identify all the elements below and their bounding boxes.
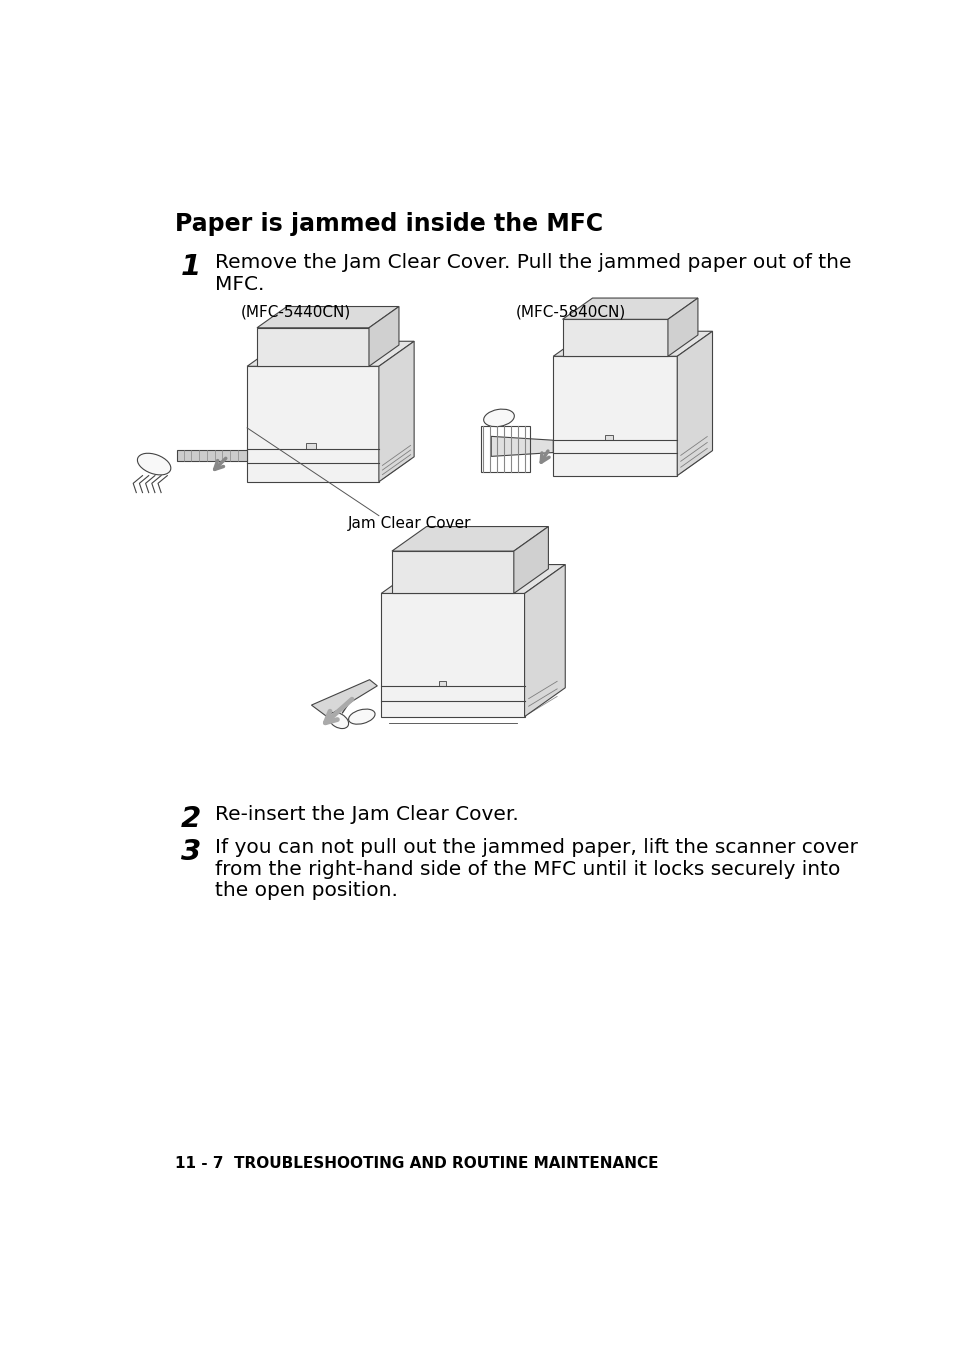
Polygon shape	[553, 357, 677, 476]
Polygon shape	[381, 594, 524, 717]
Polygon shape	[177, 450, 247, 461]
Polygon shape	[247, 341, 414, 366]
Polygon shape	[524, 565, 565, 717]
Polygon shape	[667, 297, 698, 357]
Text: 3: 3	[181, 838, 201, 867]
Polygon shape	[247, 366, 378, 481]
Text: (MFC-5840CN): (MFC-5840CN)	[516, 304, 625, 319]
Polygon shape	[256, 327, 369, 366]
Text: 2: 2	[181, 806, 201, 833]
Ellipse shape	[328, 713, 348, 729]
Ellipse shape	[348, 708, 375, 725]
Bar	[306, 442, 315, 449]
Polygon shape	[381, 565, 565, 594]
Text: 11 - 7  TROUBLESHOOTING AND ROUTINE MAINTENANCE: 11 - 7 TROUBLESHOOTING AND ROUTINE MAINT…	[174, 1156, 658, 1171]
Polygon shape	[514, 526, 548, 594]
Text: from the right-hand side of the MFC until it locks securely into: from the right-hand side of the MFC unti…	[215, 860, 840, 879]
Polygon shape	[392, 552, 514, 594]
Ellipse shape	[137, 453, 171, 475]
Polygon shape	[311, 680, 377, 717]
Polygon shape	[369, 307, 398, 366]
Text: Jam Clear Cover: Jam Clear Cover	[348, 516, 471, 531]
Polygon shape	[562, 319, 667, 357]
Text: If you can not pull out the jammed paper, lift the scanner cover: If you can not pull out the jammed paper…	[215, 838, 858, 857]
Text: Re-insert the Jam Clear Cover.: Re-insert the Jam Clear Cover.	[215, 806, 518, 825]
Text: the open position.: the open position.	[215, 882, 397, 900]
Polygon shape	[553, 331, 712, 357]
Text: MFC.: MFC.	[215, 274, 264, 293]
Polygon shape	[378, 341, 414, 481]
Text: Remove the Jam Clear Cover. Pull the jammed paper out of the: Remove the Jam Clear Cover. Pull the jam…	[215, 253, 851, 272]
Polygon shape	[491, 437, 553, 457]
Text: Paper is jammed inside the MFC: Paper is jammed inside the MFC	[174, 212, 602, 237]
Polygon shape	[677, 331, 712, 476]
Polygon shape	[256, 307, 398, 327]
Text: (MFC-5440CN): (MFC-5440CN)	[241, 304, 351, 319]
Bar	[605, 435, 613, 441]
Polygon shape	[562, 297, 698, 319]
Polygon shape	[392, 526, 548, 552]
Bar	[438, 681, 446, 685]
Ellipse shape	[483, 410, 514, 427]
Text: 1: 1	[181, 253, 201, 281]
